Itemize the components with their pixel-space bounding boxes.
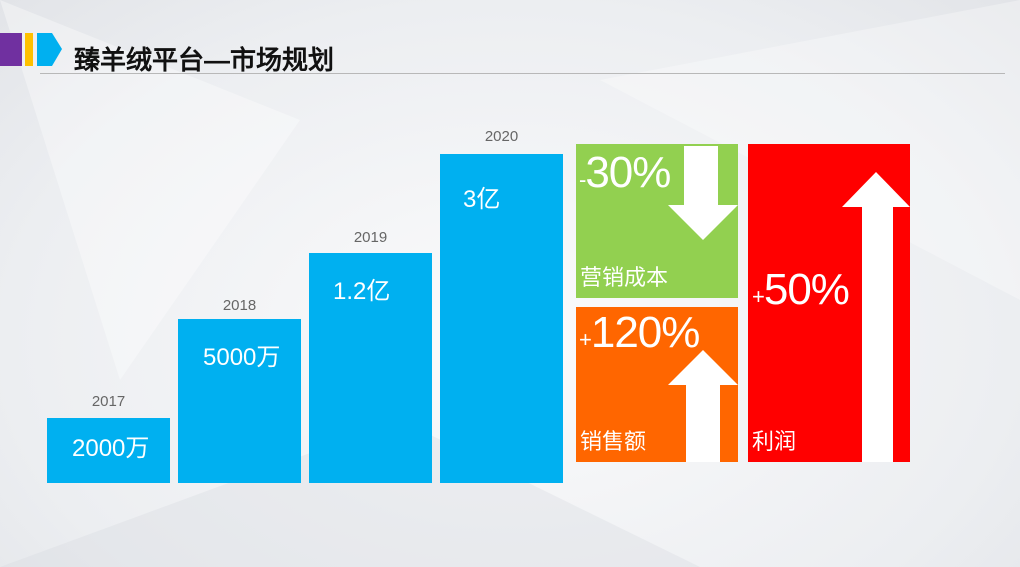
bar-label: 1.2亿 [333, 278, 391, 305]
year-label: 2020 [484, 128, 519, 145]
change-value: +120% [579, 308, 701, 358]
sign: - [579, 167, 586, 192]
number: 50% [763, 265, 850, 314]
bar-label: 2000万 [72, 435, 150, 462]
change-value: -30% [579, 148, 671, 198]
bar-label: 5000万 [203, 344, 281, 371]
title: 臻羊绒平台—市场规划 [74, 45, 335, 75]
header-rule [40, 73, 1005, 74]
year-label: 2017 [91, 393, 126, 410]
box-label: 利润 [752, 429, 797, 454]
box-label: 营销成本 [580, 265, 669, 290]
box-label: 销售额 [580, 429, 647, 454]
sign: + [579, 327, 592, 352]
bar [178, 319, 301, 483]
year-label: 2019 [353, 229, 388, 246]
number: 120% [590, 308, 701, 357]
bar-label: 3亿 [463, 186, 501, 213]
number: 30% [585, 148, 671, 197]
change-value: +50% [752, 265, 850, 315]
bar [309, 253, 432, 483]
bar [47, 418, 170, 483]
sign: + [752, 284, 765, 309]
year-label: 2018 [222, 297, 257, 314]
bar [440, 154, 563, 483]
